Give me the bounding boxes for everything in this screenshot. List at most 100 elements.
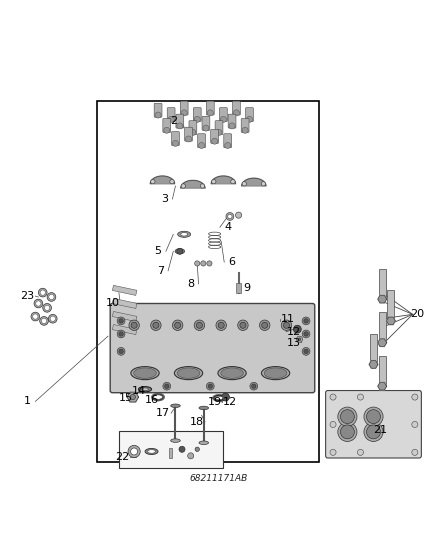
Text: 15: 15 bbox=[118, 393, 132, 403]
Circle shape bbox=[47, 293, 56, 301]
Circle shape bbox=[119, 349, 123, 353]
Ellipse shape bbox=[212, 394, 226, 401]
FancyBboxPatch shape bbox=[233, 101, 240, 115]
Text: 2: 2 bbox=[170, 116, 177, 126]
Polygon shape bbox=[387, 317, 395, 325]
FancyBboxPatch shape bbox=[224, 134, 232, 148]
Polygon shape bbox=[378, 295, 387, 303]
Circle shape bbox=[338, 407, 357, 426]
Ellipse shape bbox=[131, 367, 159, 379]
Circle shape bbox=[330, 449, 336, 455]
Circle shape bbox=[259, 320, 270, 330]
Circle shape bbox=[330, 422, 336, 427]
Ellipse shape bbox=[174, 367, 203, 379]
Circle shape bbox=[252, 384, 256, 389]
Text: 12: 12 bbox=[287, 327, 301, 337]
Bar bbox=[379, 356, 386, 386]
FancyBboxPatch shape bbox=[228, 114, 236, 128]
Circle shape bbox=[119, 332, 123, 336]
Text: 12: 12 bbox=[223, 397, 237, 407]
FancyBboxPatch shape bbox=[110, 303, 315, 393]
Bar bbox=[237, 283, 241, 293]
Circle shape bbox=[412, 422, 418, 427]
Circle shape bbox=[117, 330, 125, 338]
Circle shape bbox=[216, 130, 222, 135]
Circle shape bbox=[304, 319, 308, 323]
Circle shape bbox=[281, 320, 292, 330]
Bar bbox=[113, 298, 137, 309]
FancyBboxPatch shape bbox=[185, 127, 192, 141]
FancyBboxPatch shape bbox=[215, 120, 223, 135]
FancyBboxPatch shape bbox=[325, 391, 421, 458]
Circle shape bbox=[196, 322, 202, 328]
Circle shape bbox=[203, 125, 209, 131]
Circle shape bbox=[340, 410, 354, 424]
Circle shape bbox=[185, 136, 191, 142]
Text: 19: 19 bbox=[208, 397, 222, 407]
Circle shape bbox=[412, 394, 418, 400]
Text: 13: 13 bbox=[287, 338, 301, 348]
Text: 22: 22 bbox=[115, 452, 130, 462]
Circle shape bbox=[163, 382, 171, 390]
Bar bbox=[388, 290, 394, 321]
Circle shape bbox=[293, 325, 301, 333]
Circle shape bbox=[129, 320, 139, 330]
Polygon shape bbox=[378, 382, 387, 390]
Ellipse shape bbox=[177, 368, 200, 378]
Circle shape bbox=[190, 130, 196, 135]
Circle shape bbox=[338, 422, 357, 441]
Bar bbox=[113, 285, 137, 295]
Ellipse shape bbox=[152, 393, 165, 401]
Bar bbox=[113, 311, 137, 321]
Circle shape bbox=[240, 322, 246, 328]
Circle shape bbox=[367, 425, 381, 439]
Ellipse shape bbox=[154, 395, 162, 399]
Circle shape bbox=[364, 407, 383, 426]
Polygon shape bbox=[211, 176, 236, 184]
Circle shape bbox=[131, 322, 137, 328]
Text: 9: 9 bbox=[244, 283, 251, 293]
Circle shape bbox=[206, 382, 214, 390]
FancyBboxPatch shape bbox=[163, 118, 171, 133]
Circle shape bbox=[242, 182, 247, 186]
Circle shape bbox=[131, 448, 138, 455]
Circle shape bbox=[165, 384, 169, 389]
Circle shape bbox=[201, 261, 206, 266]
Circle shape bbox=[218, 322, 224, 328]
Text: 6: 6 bbox=[229, 257, 236, 267]
Circle shape bbox=[173, 140, 179, 147]
Circle shape bbox=[220, 116, 226, 123]
Ellipse shape bbox=[199, 406, 208, 410]
Circle shape bbox=[40, 290, 46, 295]
Text: 21: 21 bbox=[373, 425, 387, 435]
Circle shape bbox=[261, 182, 265, 186]
Circle shape bbox=[357, 449, 364, 455]
Circle shape bbox=[302, 348, 310, 356]
Circle shape bbox=[302, 330, 310, 338]
Circle shape bbox=[242, 127, 248, 133]
Circle shape bbox=[42, 318, 47, 324]
FancyBboxPatch shape bbox=[211, 130, 219, 143]
Circle shape bbox=[236, 212, 242, 218]
Ellipse shape bbox=[171, 404, 180, 408]
Text: 10: 10 bbox=[106, 298, 120, 309]
Circle shape bbox=[194, 261, 200, 266]
Circle shape bbox=[153, 322, 159, 328]
Circle shape bbox=[229, 123, 235, 129]
Circle shape bbox=[173, 320, 183, 330]
Circle shape bbox=[151, 320, 161, 330]
Ellipse shape bbox=[134, 368, 156, 378]
Ellipse shape bbox=[181, 232, 187, 236]
Ellipse shape bbox=[199, 441, 208, 445]
Ellipse shape bbox=[215, 396, 223, 400]
Ellipse shape bbox=[218, 367, 246, 379]
Ellipse shape bbox=[221, 368, 244, 378]
Polygon shape bbox=[242, 178, 266, 186]
Circle shape bbox=[168, 116, 174, 123]
FancyBboxPatch shape bbox=[154, 103, 162, 117]
Circle shape bbox=[39, 288, 47, 297]
Bar bbox=[169, 448, 173, 458]
Bar bbox=[119, 431, 223, 467]
Ellipse shape bbox=[178, 231, 191, 237]
Ellipse shape bbox=[138, 386, 152, 392]
